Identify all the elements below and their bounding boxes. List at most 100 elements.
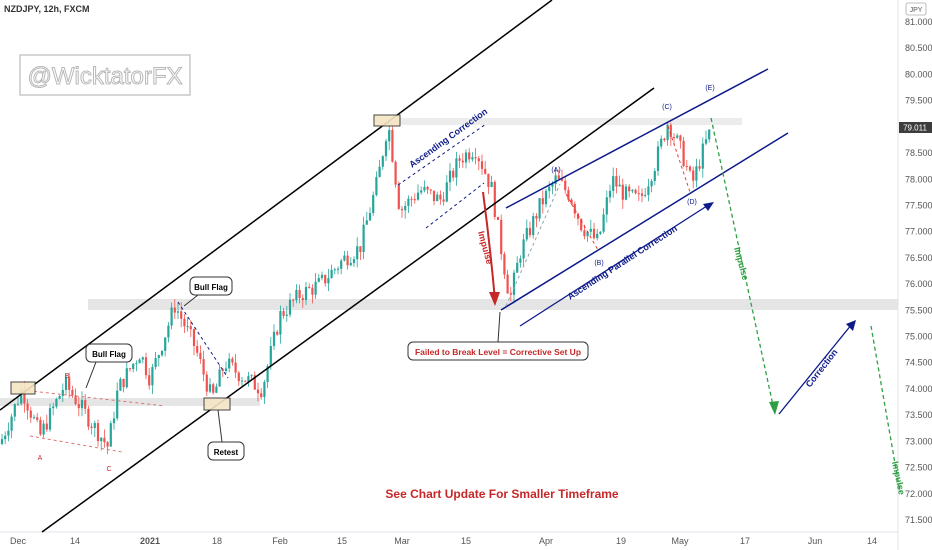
candle-body bbox=[564, 180, 567, 191]
impulse-label-1: Impulse bbox=[476, 230, 494, 265]
candle-body bbox=[256, 389, 260, 394]
candle-body bbox=[416, 192, 420, 200]
candle-body bbox=[100, 437, 103, 442]
y-tick-label: 76.500 bbox=[905, 253, 932, 263]
candle-body bbox=[368, 213, 372, 221]
candle-body bbox=[468, 152, 471, 160]
candle-body bbox=[272, 331, 276, 346]
failed-break-label: Failed to Break Level = Corrective Set U… bbox=[415, 347, 581, 357]
correction-projection-head bbox=[846, 320, 856, 331]
candle-body bbox=[68, 376, 71, 390]
candle-body bbox=[327, 278, 330, 284]
candle-body bbox=[637, 193, 640, 195]
candle-body bbox=[269, 345, 272, 367]
bull-flag-callout-2 bbox=[189, 276, 233, 296]
candle-body bbox=[122, 378, 125, 388]
candle-body bbox=[176, 311, 180, 313]
symbol-line: NZDJPY, 12h, FXCM bbox=[4, 4, 90, 14]
candle-body bbox=[333, 269, 336, 271]
candle-body bbox=[439, 194, 442, 200]
candle-body bbox=[292, 299, 295, 301]
candle-body bbox=[45, 423, 48, 430]
x-tick-label: Jun bbox=[808, 536, 823, 546]
candle-body bbox=[471, 157, 474, 160]
small-b-label: B bbox=[65, 373, 70, 380]
candle-body bbox=[346, 255, 349, 266]
candle-body bbox=[663, 138, 666, 141]
candle-body bbox=[384, 141, 388, 157]
y-tick-label: 80.500 bbox=[905, 43, 932, 53]
candle-body bbox=[701, 143, 704, 169]
candle-body bbox=[535, 216, 538, 219]
x-tick-label: 14 bbox=[867, 536, 877, 546]
candle-body bbox=[253, 375, 256, 390]
bull-flag-callout-1 bbox=[85, 343, 133, 363]
y-tick-label: 72.500 bbox=[905, 463, 932, 473]
y-tick-label: 81.000 bbox=[905, 17, 932, 27]
candle-body bbox=[77, 404, 80, 409]
blue-channel-top bbox=[505, 68, 769, 209]
candle-body bbox=[404, 205, 407, 211]
candle-body bbox=[640, 193, 644, 196]
candle-body bbox=[151, 367, 154, 386]
candle-body bbox=[0, 439, 4, 444]
candle-body bbox=[52, 406, 55, 409]
candle-body bbox=[493, 181, 496, 217]
wave-c-label: (C) bbox=[662, 104, 672, 111]
candle-body bbox=[621, 184, 624, 200]
candle-body bbox=[423, 186, 426, 191]
candle-body bbox=[340, 260, 343, 269]
candle-body bbox=[173, 307, 176, 313]
blue-arrow-parallel bbox=[519, 203, 711, 327]
x-tick-label: 2021 bbox=[140, 536, 160, 546]
candle-body bbox=[164, 337, 167, 351]
candle-body bbox=[628, 186, 631, 192]
candle-body bbox=[612, 176, 615, 191]
x-tick-label: 18 bbox=[212, 536, 222, 546]
candle-body bbox=[484, 168, 487, 174]
candle-body bbox=[7, 430, 10, 436]
candle-body bbox=[298, 289, 301, 299]
x-tick-label: Dec bbox=[10, 536, 27, 546]
candle-body bbox=[583, 230, 586, 237]
candle-body bbox=[400, 208, 404, 211]
candle-body bbox=[218, 369, 221, 387]
candle-body bbox=[480, 161, 484, 169]
candle-body bbox=[301, 298, 304, 301]
candle-body bbox=[631, 189, 634, 192]
x-tick-label: 17 bbox=[740, 536, 750, 546]
candle-body bbox=[224, 368, 228, 371]
watermark-text: @WicktatorFX bbox=[27, 63, 182, 90]
y-tick-label: 80.000 bbox=[905, 69, 932, 79]
candle-body bbox=[388, 129, 391, 142]
candle-body bbox=[407, 198, 410, 206]
candle-body bbox=[596, 233, 599, 239]
impulse-projection-1 bbox=[710, 117, 775, 411]
candle-body bbox=[308, 286, 311, 288]
candle-body bbox=[58, 395, 61, 399]
x-axis-ticks: Dec 14 2021 18 Feb 15 Mar 15 Apr 19 May 17 Jun 14 bbox=[10, 536, 877, 546]
candle-body bbox=[167, 325, 170, 338]
candle-body bbox=[36, 417, 39, 420]
candle-body bbox=[343, 255, 346, 261]
candle-body bbox=[420, 190, 423, 193]
candle-body bbox=[48, 408, 52, 430]
candle-body bbox=[413, 199, 416, 201]
candle-body bbox=[634, 189, 637, 194]
candle-body bbox=[592, 228, 596, 239]
candle-body bbox=[487, 173, 490, 188]
candle-body bbox=[573, 203, 576, 214]
candle-body bbox=[394, 161, 397, 185]
candle-body bbox=[221, 369, 224, 371]
wave-d-label: (D) bbox=[687, 199, 697, 206]
candle-body bbox=[71, 389, 74, 396]
x-tick-label: Mar bbox=[394, 536, 410, 546]
candle-body bbox=[650, 180, 653, 187]
candle-body bbox=[205, 374, 208, 392]
candle-body bbox=[90, 426, 93, 428]
candle-body bbox=[362, 224, 365, 253]
impulse-projection-2 bbox=[870, 325, 901, 493]
candle-body bbox=[138, 359, 141, 364]
candle-body bbox=[288, 299, 292, 315]
candle-body bbox=[669, 124, 672, 138]
